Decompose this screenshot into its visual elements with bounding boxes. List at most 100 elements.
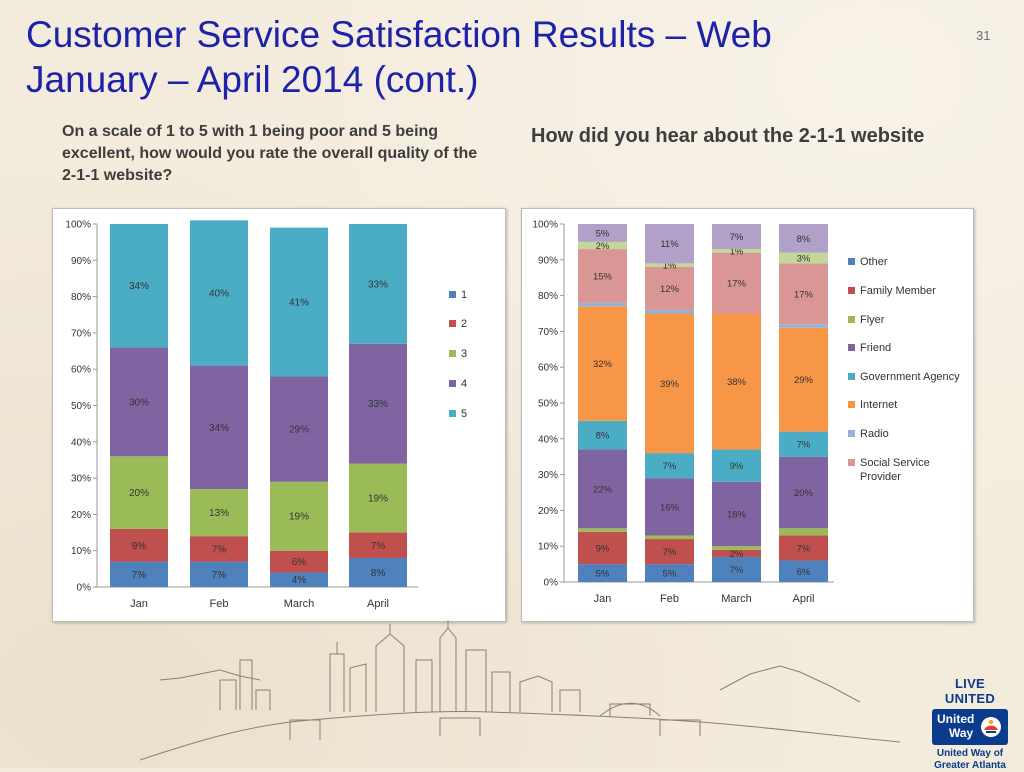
slide-title-line-1: Customer Service Satisfaction Results – …: [26, 14, 772, 55]
legend-label: Social Service Provider: [860, 457, 930, 483]
data-label: 29%: [794, 375, 814, 386]
data-label: 5%: [596, 569, 610, 580]
legend-label: 2: [461, 318, 467, 330]
legend-swatch: [449, 320, 456, 327]
data-label: 8%: [797, 234, 811, 245]
bar-segment: [578, 564, 627, 582]
referral-source-chart: 0% 10% 20% 30% 40% 50% 60% 70% 80% 90% 100% 5% 9% 22%…: [521, 208, 974, 622]
y-tick-label: 80%: [71, 292, 91, 303]
bar-segment: [578, 224, 627, 242]
bar-segment: [779, 560, 828, 582]
data-label: 7%: [797, 440, 811, 451]
bar-segment: [712, 449, 761, 482]
bar-segment: [712, 556, 761, 582]
bar-segment: [645, 313, 694, 454]
data-label: 39%: [660, 379, 680, 390]
data-label: 12%: [660, 284, 680, 295]
data-label: 13%: [209, 508, 229, 519]
data-label: 7%: [663, 547, 677, 558]
x-tick-label: Feb: [660, 593, 679, 605]
data-label: 19%: [368, 494, 388, 505]
data-label: 18%: [727, 509, 747, 520]
bar-segment: [270, 481, 328, 551]
bar-segment: [578, 241, 627, 250]
data-label: 7%: [371, 541, 386, 552]
slide-title-line-2: January – April 2014 (cont.): [26, 59, 479, 100]
data-label: 16%: [660, 502, 680, 513]
data-label: 34%: [209, 423, 229, 434]
data-label: 32%: [593, 359, 613, 370]
legend-label-line: Internet: [860, 399, 897, 411]
x-tick-label: Jan: [594, 593, 612, 605]
legend-label-line: Other: [860, 256, 888, 268]
data-label: 34%: [129, 281, 149, 292]
x-tick-label: Feb: [210, 598, 229, 610]
legend-label-line: Government Agency: [860, 371, 960, 383]
bar-segment: [712, 481, 761, 547]
bar-segment: [578, 249, 627, 303]
bar-segment: [779, 456, 828, 529]
data-label: 41%: [289, 298, 309, 309]
legend-label: Other: [860, 256, 888, 268]
bar-segment: [645, 266, 694, 310]
data-label: 7%: [132, 570, 147, 581]
legend-label-line: 3: [461, 348, 467, 360]
helping-hand-icon: [981, 717, 1001, 737]
y-tick-label: 10%: [71, 546, 91, 557]
data-label: 4%: [292, 575, 307, 586]
bar-segment: [645, 263, 694, 267]
legend-label: Friend: [860, 342, 891, 354]
bar-segment: [349, 463, 407, 533]
bar-segment: [712, 546, 761, 550]
data-label: 6%: [797, 567, 811, 578]
slide-title: Customer Service Satisfaction Results – …: [26, 12, 926, 102]
x-tick-label: April: [367, 598, 389, 610]
bar-segment: [779, 263, 828, 325]
y-tick-label: 10%: [538, 542, 558, 553]
bar-segment: [578, 302, 627, 307]
legend-label-line: Social Service: [860, 457, 930, 469]
y-tick-label: 0%: [77, 583, 92, 594]
data-label: 8%: [371, 568, 386, 579]
legend-label: 1: [461, 289, 467, 301]
bar-segment: [349, 532, 407, 558]
y-tick-label: 100%: [65, 220, 91, 231]
bar-segment: [712, 224, 761, 250]
y-tick-label: 70%: [538, 327, 558, 338]
legend-label: 4: [461, 378, 467, 390]
legend-swatch: [449, 291, 456, 298]
data-label: 22%: [593, 484, 613, 495]
x-tick-label: March: [284, 598, 315, 610]
y-tick-label: 90%: [71, 256, 91, 267]
bar-segment: [190, 365, 248, 489]
bar-segment: [712, 252, 761, 314]
logo-badge: United Way: [932, 709, 1008, 745]
bar-segment: [779, 535, 828, 561]
legend-label-line: 1: [461, 289, 467, 301]
data-label: 5%: [596, 228, 610, 239]
legend-label: Family Member: [860, 285, 936, 297]
legend-swatch: [848, 316, 855, 323]
y-tick-label: 50%: [71, 401, 91, 412]
bar-segment: [578, 420, 627, 450]
data-label: 20%: [129, 488, 149, 499]
data-label: 6%: [292, 557, 307, 568]
y-tick-label: 30%: [538, 470, 558, 481]
data-label: 7%: [730, 565, 744, 576]
data-label: 40%: [209, 288, 229, 299]
bar-segment: [645, 309, 694, 314]
bar-segment: [190, 561, 248, 587]
bar-segment: [110, 456, 168, 529]
bar-segment: [110, 347, 168, 457]
data-label: 7%: [797, 543, 811, 554]
bar-segment: [190, 536, 248, 562]
y-tick-label: 40%: [538, 434, 558, 445]
legend-label-line: Family Member: [860, 285, 936, 297]
united-way-logo: LIVE UNITED United Way United Way of Gre…: [928, 676, 1012, 771]
legend-label: Internet: [860, 399, 897, 411]
legend-swatch: [848, 430, 855, 437]
data-label: 33%: [368, 399, 388, 410]
data-label: 7%: [212, 544, 227, 555]
legend-label: Flyer: [860, 314, 885, 326]
data-label: 7%: [730, 232, 744, 243]
